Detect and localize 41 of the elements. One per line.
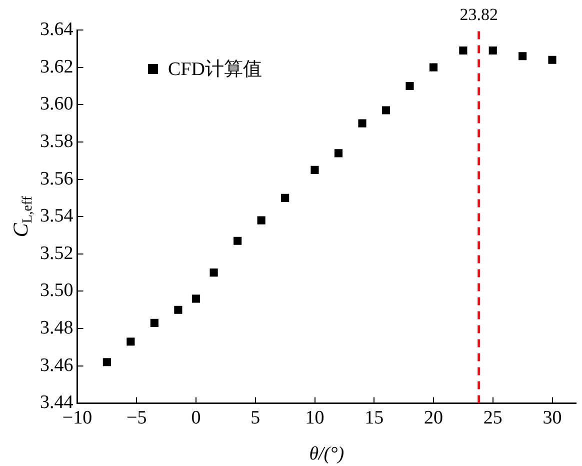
x-tick-label: 10	[305, 408, 324, 429]
point	[126, 338, 135, 346]
y-tick-label: 3.58	[40, 130, 74, 152]
point	[174, 306, 182, 314]
y-tick-label: 3.62	[40, 56, 74, 78]
x-tick-label: 30	[542, 408, 562, 429]
x-tick-label: 0	[191, 408, 201, 429]
x-tick-label: −5	[126, 408, 147, 429]
point	[429, 63, 438, 72]
x-tick-label: 20	[424, 408, 443, 429]
legend-label: CFD计算值	[168, 58, 262, 82]
y-axis-title: CL,eff	[8, 196, 36, 238]
point	[334, 149, 343, 158]
y-tick-label: 3.60	[40, 94, 74, 115]
y-tick-label: 3.56	[40, 168, 74, 190]
point	[310, 166, 319, 174]
point	[234, 236, 242, 245]
y-tick-label: 3.48	[40, 318, 74, 339]
x-tick-label: 25	[483, 408, 502, 429]
x-tick-label: 5	[250, 408, 260, 429]
point	[358, 119, 366, 128]
point	[459, 46, 468, 55]
y-tick-label: 3.50	[40, 280, 74, 302]
point	[150, 318, 158, 327]
x-tick-label: 15	[364, 408, 384, 429]
point	[210, 268, 218, 277]
point	[281, 194, 290, 202]
point	[488, 46, 497, 55]
point	[102, 358, 111, 366]
point	[548, 56, 556, 64]
x-axis-title: θ/(°)	[309, 444, 344, 464]
point	[406, 82, 414, 90]
y-tick-label: 3.64	[40, 18, 74, 40]
y-tick-label: 3.54	[40, 206, 74, 227]
ref-line-label: 23.82	[460, 4, 498, 24]
y-tick-label: 3.52	[40, 242, 74, 264]
point	[382, 106, 390, 114]
y-tick-label: 3.46	[40, 354, 74, 376]
point	[257, 216, 266, 224]
point	[518, 52, 527, 60]
point	[192, 294, 200, 303]
